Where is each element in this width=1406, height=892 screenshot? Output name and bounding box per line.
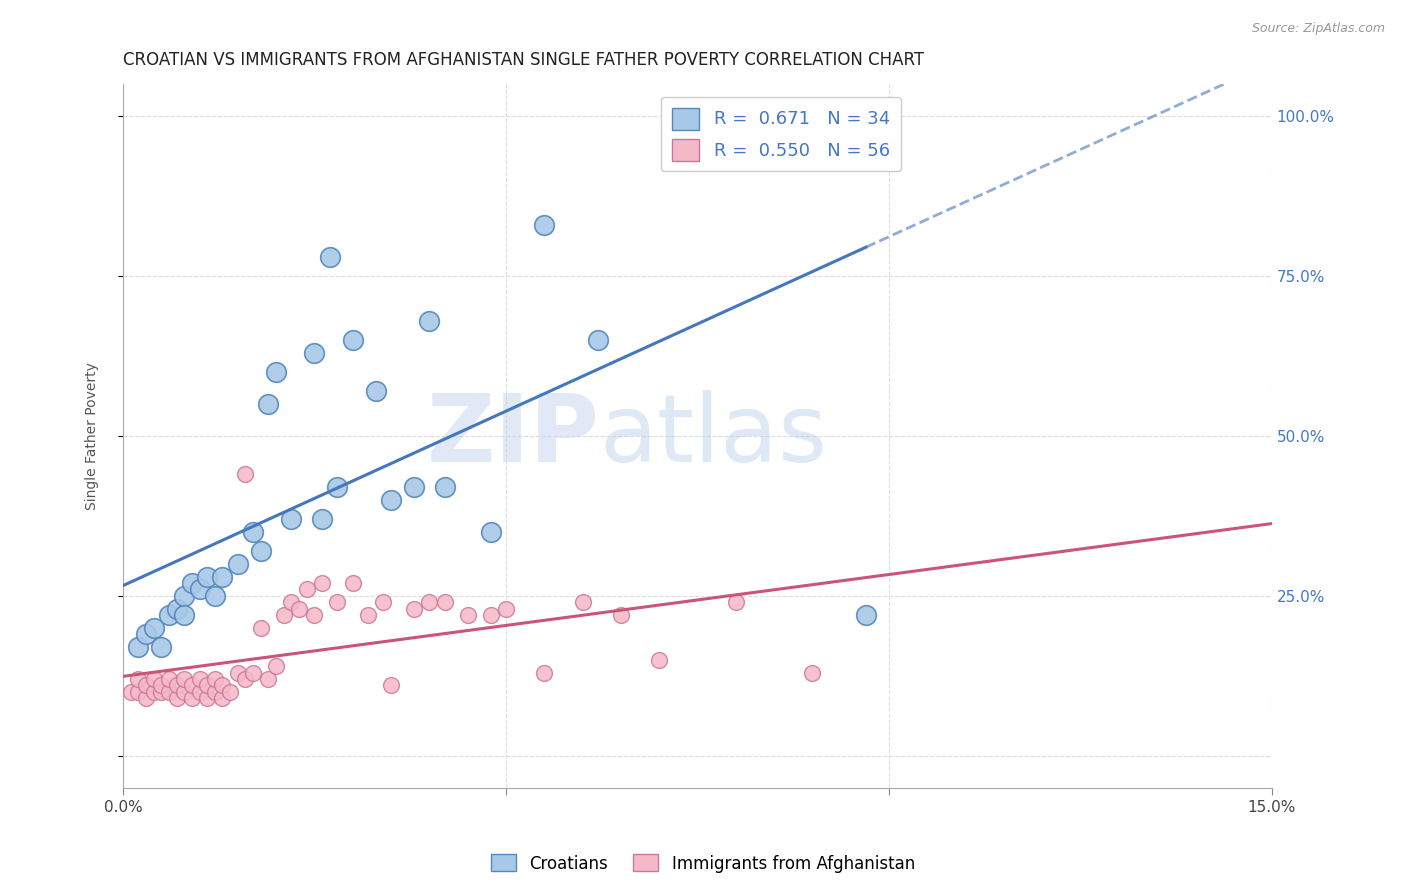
Point [204, 685, 226, 699]
Point [127, 672, 149, 686]
Point [257, 672, 280, 686]
Point [380, 492, 402, 507]
Point [195, 691, 218, 706]
Point [173, 685, 195, 699]
Point [380, 678, 402, 692]
Point [204, 589, 226, 603]
Point [319, 250, 342, 264]
Point [166, 601, 188, 615]
Point [242, 665, 264, 680]
Point [150, 685, 173, 699]
Point [326, 480, 349, 494]
Point [242, 524, 264, 539]
Point [479, 608, 502, 623]
Point [166, 678, 188, 692]
Point [142, 621, 165, 635]
Point [135, 627, 157, 641]
Point [724, 595, 747, 609]
Point [357, 608, 380, 623]
Point [157, 672, 180, 686]
Point [304, 345, 326, 359]
Point [264, 659, 287, 673]
Point [364, 384, 387, 399]
Point [249, 621, 271, 635]
Point [249, 544, 271, 558]
Point [173, 589, 195, 603]
Legend: R =  0.671   N = 34, R =  0.550   N = 56: R = 0.671 N = 34, R = 0.550 N = 56 [661, 96, 901, 171]
Point [571, 595, 593, 609]
Point [801, 109, 824, 123]
Point [342, 576, 364, 591]
Point [586, 333, 609, 347]
Point [211, 678, 233, 692]
Point [226, 665, 249, 680]
Point [219, 685, 242, 699]
Point [280, 512, 302, 526]
Point [195, 678, 218, 692]
Point [180, 678, 202, 692]
Point [311, 512, 333, 526]
Point [180, 691, 202, 706]
Point [295, 582, 318, 597]
Point [648, 653, 671, 667]
Point [226, 557, 249, 571]
Text: Source: ZipAtlas.com: Source: ZipAtlas.com [1251, 22, 1385, 36]
Point [127, 640, 149, 654]
Point [188, 685, 211, 699]
Point [142, 672, 165, 686]
Y-axis label: Single Father Poverty: Single Father Poverty [86, 362, 100, 510]
Point [127, 685, 149, 699]
Point [304, 608, 326, 623]
Point [533, 218, 555, 232]
Point [235, 672, 257, 686]
Point [142, 685, 165, 699]
Point [211, 569, 233, 583]
Point [495, 601, 517, 615]
Point [273, 608, 295, 623]
Point [204, 672, 226, 686]
Point [418, 314, 440, 328]
Point [280, 595, 302, 609]
Point [533, 665, 555, 680]
Point [166, 691, 188, 706]
Point [150, 640, 173, 654]
Point [288, 601, 311, 615]
Point [457, 608, 479, 623]
Point [257, 397, 280, 411]
Text: ZIP: ZIP [427, 390, 600, 482]
Point [311, 576, 333, 591]
Point [173, 608, 195, 623]
Point [135, 691, 157, 706]
Point [211, 691, 233, 706]
Point [373, 595, 395, 609]
Point [264, 365, 287, 379]
Point [342, 333, 364, 347]
Point [180, 576, 202, 591]
Point [195, 569, 218, 583]
Point [855, 608, 877, 623]
Point [801, 665, 824, 680]
Text: atlas: atlas [600, 390, 828, 482]
Point [157, 685, 180, 699]
Point [610, 608, 633, 623]
Point [418, 595, 440, 609]
Point [326, 595, 349, 609]
Point [402, 480, 425, 494]
Point [433, 480, 456, 494]
Point [173, 672, 195, 686]
Text: CROATIAN VS IMMIGRANTS FROM AFGHANISTAN SINGLE FATHER POVERTY CORRELATION CHART: CROATIAN VS IMMIGRANTS FROM AFGHANISTAN … [122, 51, 924, 69]
Point [188, 672, 211, 686]
Point [235, 467, 257, 482]
Point [433, 595, 456, 609]
Legend: Croatians, Immigrants from Afghanistan: Croatians, Immigrants from Afghanistan [485, 847, 921, 880]
Point [135, 678, 157, 692]
Point [150, 678, 173, 692]
Point [157, 608, 180, 623]
Point [402, 601, 425, 615]
Point [120, 685, 142, 699]
Point [479, 524, 502, 539]
Point [188, 582, 211, 597]
